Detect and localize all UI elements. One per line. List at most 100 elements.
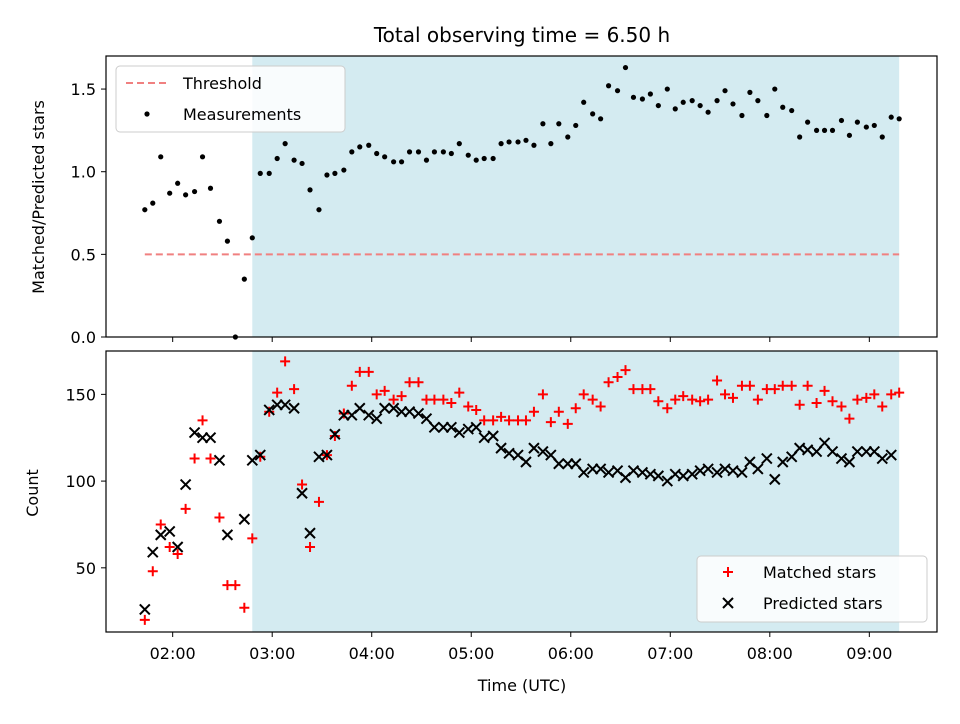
matched-star-marker xyxy=(819,385,830,396)
plot-frame xyxy=(105,350,938,633)
measurement-point xyxy=(291,157,297,163)
matched-star-marker xyxy=(578,389,589,400)
matched-star-marker xyxy=(562,418,573,429)
measurement-point xyxy=(241,276,247,282)
predicted-star-marker xyxy=(279,399,291,411)
predicted-star-marker xyxy=(179,478,192,491)
matched-star-marker xyxy=(612,372,623,383)
measurement-point xyxy=(207,185,214,191)
y-tick-label: 150 xyxy=(65,385,96,404)
matched-star-marker xyxy=(727,392,738,403)
legend-top: Threshold Measurements xyxy=(115,65,346,133)
matched-star-marker xyxy=(570,403,581,414)
predicted-star-marker xyxy=(412,407,425,420)
predicted-star-marker xyxy=(702,463,714,475)
measurement-point xyxy=(357,144,363,150)
matched-star-marker xyxy=(720,389,731,400)
legend-matched-swatch xyxy=(723,567,733,577)
predicted-star-marker xyxy=(470,421,482,434)
matched-star-marker xyxy=(147,566,158,577)
legend-box xyxy=(115,65,346,133)
legend-measurement-label: Measurements xyxy=(183,105,301,124)
matched-star-marker xyxy=(371,389,382,400)
measurement-point xyxy=(431,149,438,155)
measurement-point xyxy=(581,99,587,105)
measurement-point xyxy=(871,122,877,129)
measurement-point xyxy=(838,117,845,124)
y-tick-label: 1.0 xyxy=(71,163,96,182)
predicted-star-marker xyxy=(363,409,375,421)
matched-star-marker xyxy=(620,365,631,376)
measurement-point xyxy=(730,101,736,107)
matched-star-marker xyxy=(471,404,482,415)
matched-star-marker xyxy=(172,548,183,559)
matched-star-marker xyxy=(180,503,191,514)
predicted-star-marker xyxy=(761,452,773,465)
measurement-point xyxy=(191,188,198,195)
x-tick-label: 02:00 xyxy=(150,644,196,663)
predicted-star-marker xyxy=(727,464,739,477)
measurement-point xyxy=(565,134,571,140)
predicted-star-marker xyxy=(594,463,607,475)
predicted-star-marker xyxy=(602,466,615,479)
measurement-point xyxy=(805,119,811,125)
predicted-star-marker xyxy=(528,442,540,454)
matched-star-marker xyxy=(496,411,507,422)
measurement-point xyxy=(423,157,430,163)
measurement-point xyxy=(374,150,380,157)
y-tick-label: 1.5 xyxy=(71,80,96,99)
measurement-point xyxy=(465,152,471,158)
measurement-point xyxy=(605,83,612,89)
measurement-point xyxy=(142,207,148,213)
measurement-point xyxy=(689,98,695,104)
matched-star-marker xyxy=(695,396,706,407)
matched-star-marker xyxy=(520,415,531,426)
top-y-axis-label: Matched/Predicted stars xyxy=(29,100,48,294)
measurement-point xyxy=(199,154,206,160)
matched-star-marker xyxy=(280,356,291,367)
matched-star-marker xyxy=(603,377,614,388)
matched-star-marker xyxy=(703,394,714,405)
matched-star-marker xyxy=(297,479,308,490)
measurement-point xyxy=(639,96,646,102)
x-tick-label: 03:00 xyxy=(249,644,295,663)
predicted-star-marker xyxy=(577,466,590,479)
measurement-point xyxy=(391,159,397,165)
measurement-point xyxy=(863,124,869,130)
y-tick-label: 50 xyxy=(76,559,96,578)
predicted-star-marker xyxy=(428,421,441,434)
matched-star-marker xyxy=(553,406,564,417)
measurement-point xyxy=(158,154,164,160)
measurement-point xyxy=(630,94,637,100)
measurement-point xyxy=(655,102,661,109)
predicted-star-marker xyxy=(254,449,266,461)
predicted-star-marker xyxy=(329,428,341,440)
measurement-point xyxy=(341,167,347,173)
matched-star-marker xyxy=(861,392,872,403)
matched-star-marker xyxy=(670,394,681,405)
matched-star-marker xyxy=(164,542,175,553)
legend-threshold-label: Threshold xyxy=(182,74,262,93)
matched-star-marker xyxy=(404,377,415,388)
measurement-point xyxy=(456,141,462,147)
predicted-star-marker xyxy=(213,454,226,466)
measurement-point xyxy=(249,235,255,241)
matched-star-marker xyxy=(504,415,515,426)
matched-star-marker xyxy=(537,389,548,400)
predicted-star-marker xyxy=(711,466,723,479)
predicted-star-marker xyxy=(736,466,748,479)
x-tick-label: 05:00 xyxy=(448,644,494,663)
matched-star-marker xyxy=(413,377,424,388)
plot-frame xyxy=(105,55,938,338)
matched-star-marker xyxy=(827,396,838,407)
x-tick-label: 06:00 xyxy=(548,644,594,663)
predicted-star-marker xyxy=(885,449,897,461)
matched-star-marker xyxy=(653,396,664,407)
predicted-star-marker xyxy=(171,541,184,553)
measurement-point xyxy=(556,121,562,127)
legend-predicted-label: Predicted stars xyxy=(763,594,883,613)
predicted-star-marker xyxy=(851,445,864,458)
predicted-star-marker xyxy=(288,402,300,414)
matched-star-marker xyxy=(197,415,208,426)
